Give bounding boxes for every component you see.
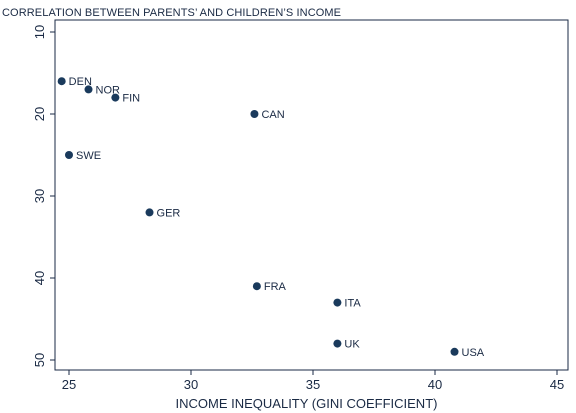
point-label-ger: GER xyxy=(157,207,181,219)
y-tick-label: 50 xyxy=(32,353,47,367)
data-point-ger xyxy=(145,208,154,217)
data-point-den xyxy=(57,77,66,86)
data-point-can xyxy=(250,110,259,118)
point-label-can: CAN xyxy=(261,109,284,121)
data-point-nor xyxy=(84,85,93,94)
data-point-fin xyxy=(111,93,120,102)
data-point-fra xyxy=(252,282,261,291)
plot-frame xyxy=(54,19,569,371)
x-tick-label: 45 xyxy=(550,377,564,392)
data-point-ita xyxy=(333,298,342,307)
point-label-fra: FRA xyxy=(264,281,287,293)
x-tick-label: 35 xyxy=(306,377,320,392)
x-tick-label: 30 xyxy=(184,377,198,392)
point-label-ita: ITA xyxy=(344,298,361,310)
point-label-usa: USA xyxy=(462,347,485,359)
x-axis-label: INCOME INEQUALITY (GINI COEFFICIENT) xyxy=(176,396,438,411)
x-tick-label: 25 xyxy=(62,377,76,392)
data-point-usa xyxy=(450,347,459,356)
x-tick-label: 40 xyxy=(428,377,442,392)
x-axis: 25 30 35 40 45 xyxy=(62,370,564,392)
point-label-fin: FIN xyxy=(122,93,140,105)
point-label-den: DEN xyxy=(69,76,92,88)
point-label-uk: UK xyxy=(344,339,360,351)
y-tick-label: 10 xyxy=(32,25,47,39)
y-tick-label: 40 xyxy=(32,271,47,285)
data-point-swe xyxy=(65,151,73,159)
data-point-uk xyxy=(333,339,342,348)
point-label-swe: SWE xyxy=(76,150,101,162)
chart-title: CORRELATION BETWEEN PARENTS’ AND CHILDRE… xyxy=(2,7,341,19)
point-label-nor: NOR xyxy=(96,84,121,96)
y-tick-label: 20 xyxy=(32,107,47,121)
y-axis: 10 20 30 40 50 xyxy=(32,25,55,367)
y-tick-label: 30 xyxy=(32,189,47,203)
